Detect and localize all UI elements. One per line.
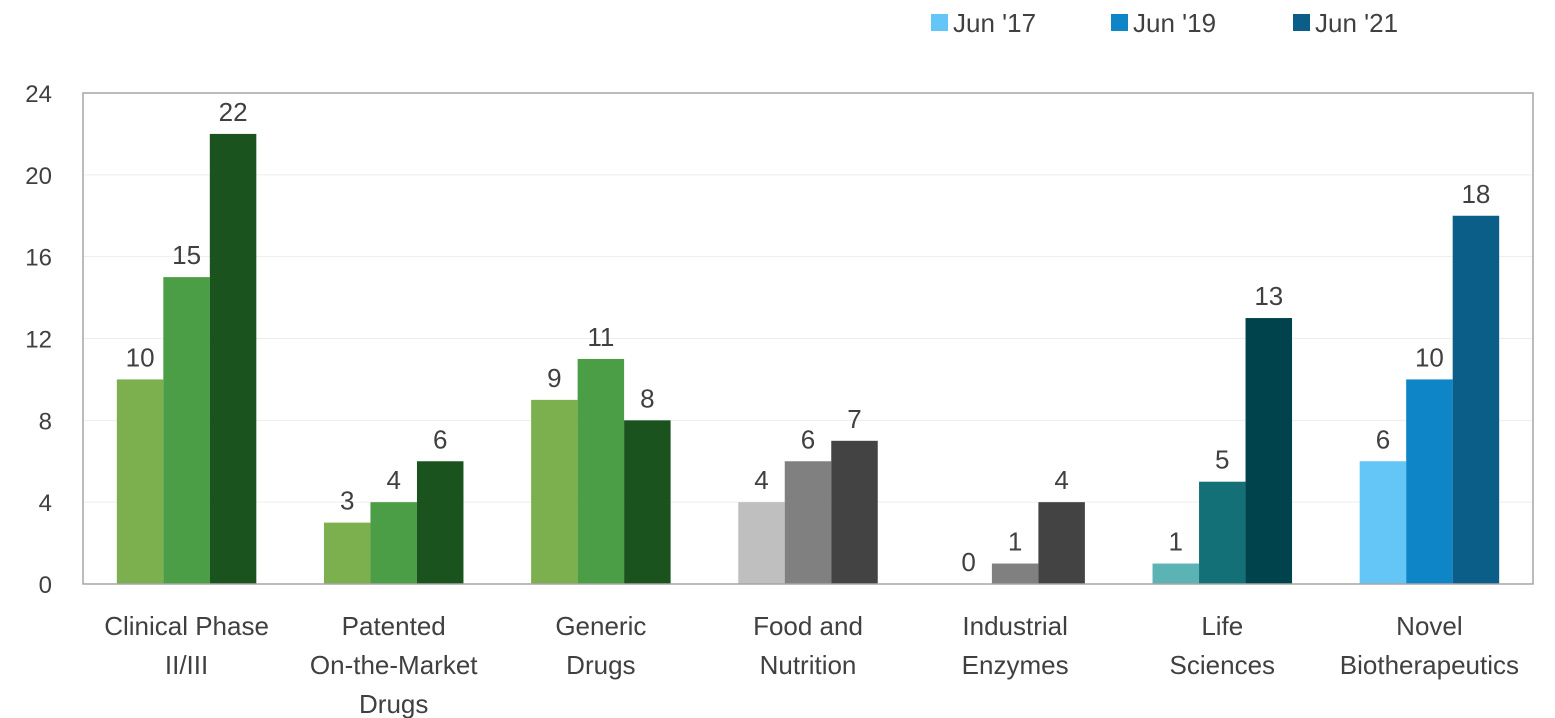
legend-label: Jun '21 (1315, 8, 1398, 38)
x-category-label: Drugs (566, 650, 635, 680)
y-tick-label: 16 (25, 245, 52, 272)
data-label: 22 (219, 97, 248, 127)
bar (1038, 502, 1085, 584)
x-category-label: On-the-Market (310, 650, 478, 680)
legend-label: Jun '19 (1133, 8, 1216, 38)
x-category-label: Drugs (359, 689, 428, 718)
data-label: 0 (961, 547, 975, 577)
y-tick-label: 8 (39, 408, 52, 435)
y-tick-label: 20 (25, 163, 52, 190)
y-axis-ticks: 0 4 8 12 16 20 24 (25, 81, 52, 599)
data-label: 4 (754, 465, 768, 495)
data-label: 9 (547, 363, 561, 393)
bar (1452, 215, 1500, 584)
bar (1359, 461, 1407, 584)
data-label: 11 (587, 322, 614, 352)
bar (209, 133, 257, 584)
x-category-label: Food and (753, 611, 863, 641)
plot-area-border (82, 92, 1534, 585)
data-label: 5 (1215, 445, 1229, 475)
data-label: 15 (172, 240, 201, 270)
x-category-label: Industrial (962, 611, 1068, 641)
x-category-label: Novel (1396, 611, 1462, 641)
data-label: 8 (640, 383, 654, 413)
bar (991, 563, 1039, 584)
y-tick-label: 0 (39, 572, 52, 599)
data-label: 10 (126, 342, 155, 372)
x-axis-categories: Clinical Phase II/III Patented On-the-Marke… (104, 611, 1519, 718)
bar (416, 461, 464, 584)
x-category-label: Enzymes (962, 650, 1069, 680)
bar (577, 358, 625, 584)
bar (163, 277, 210, 584)
bar (738, 502, 785, 584)
bar (116, 379, 164, 584)
data-label: 6 (433, 424, 447, 454)
bars (116, 133, 1500, 584)
x-category-label: Life (1201, 611, 1243, 641)
bar (624, 420, 671, 584)
data-label: 1 (1169, 527, 1183, 557)
bar (370, 502, 417, 584)
legend-swatch (931, 14, 948, 31)
bar (323, 522, 371, 584)
bar (1406, 379, 1453, 584)
x-category-label: II/III (165, 650, 208, 680)
x-category-label: Biotherapeutics (1340, 650, 1519, 680)
data-label: 1 (1008, 527, 1022, 557)
x-category-label: Clinical Phase (104, 611, 269, 641)
data-label: 3 (340, 486, 354, 516)
y-tick-label: 24 (25, 81, 52, 108)
legend-swatch (1293, 14, 1310, 31)
data-label: 18 (1461, 179, 1490, 209)
legend: Jun '17 Jun '19 Jun '21 (931, 8, 1398, 38)
x-category-label: Nutrition (760, 650, 857, 680)
bar (1245, 318, 1293, 584)
x-category-label: Generic (555, 611, 646, 641)
bar (1152, 563, 1200, 584)
data-label: 6 (1376, 424, 1390, 454)
data-label: 13 (1254, 281, 1283, 311)
y-tick-label: 4 (39, 490, 52, 517)
bar (784, 461, 832, 584)
data-label: 10 (1415, 342, 1444, 372)
data-label: 7 (847, 404, 861, 434)
bar (531, 399, 578, 584)
bar (1199, 481, 1246, 584)
x-category-label: Patented (342, 611, 446, 641)
data-label: 4 (386, 465, 400, 495)
x-category-label: Sciences (1170, 650, 1276, 680)
legend-swatch (1111, 14, 1128, 31)
legend-label: Jun '17 (953, 8, 1036, 38)
bar (831, 440, 878, 584)
data-label: 6 (801, 424, 815, 454)
data-label: 4 (1054, 465, 1068, 495)
y-tick-label: 12 (25, 327, 52, 354)
